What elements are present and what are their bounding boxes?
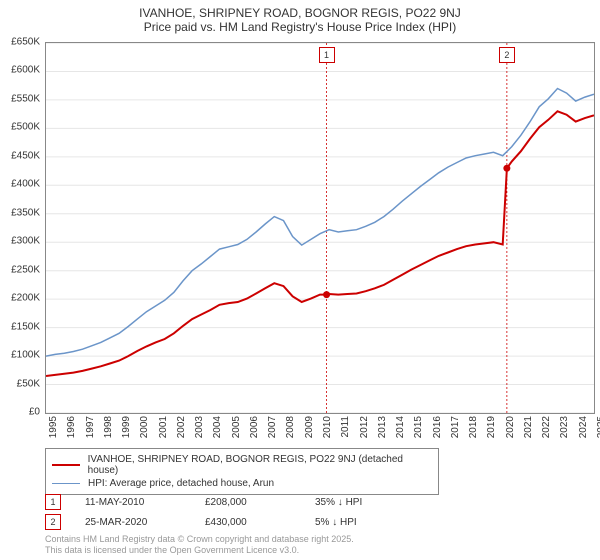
x-tick-label: 2016	[432, 416, 443, 438]
legend-label: IVANHOE, SHRIPNEY ROAD, BOGNOR REGIS, PO…	[88, 454, 432, 476]
x-tick-label: 2020	[505, 416, 516, 438]
y-tick-label: £100K	[11, 350, 40, 361]
x-tick-label: 2017	[450, 416, 461, 438]
marker-flag-2: 2	[499, 47, 515, 63]
footer-line-2: This data is licensed under the Open Gov…	[45, 545, 354, 556]
marker-table-row: 2 25-MAR-2020£430,0005% ↓ HPI	[45, 512, 415, 532]
marker-table-row: 1 11-MAY-2010£208,00035% ↓ HPI	[45, 492, 415, 512]
footer-text: Contains HM Land Registry data © Crown c…	[45, 534, 354, 556]
x-tick-label: 1998	[103, 416, 114, 438]
title-block: IVANHOE, SHRIPNEY ROAD, BOGNOR REGIS, PO…	[0, 0, 600, 34]
chart-title: IVANHOE, SHRIPNEY ROAD, BOGNOR REGIS, PO…	[0, 6, 600, 20]
marker-flag-1: 1	[319, 47, 335, 63]
x-tick-label: 2013	[377, 416, 388, 438]
x-tick-label: 2011	[340, 416, 351, 438]
marker-date: 25-MAR-2020	[85, 517, 205, 528]
y-tick-label: £200K	[11, 293, 40, 304]
legend-item: IVANHOE, SHRIPNEY ROAD, BOGNOR REGIS, PO…	[52, 453, 432, 477]
y-tick-label: £650K	[11, 37, 40, 48]
x-tick-label: 1997	[85, 416, 96, 438]
x-tick-label: 2015	[413, 416, 424, 438]
chart-subtitle: Price paid vs. HM Land Registry's House …	[0, 20, 600, 34]
x-tick-label: 2000	[139, 416, 150, 438]
x-tick-label: 2002	[176, 416, 187, 438]
legend: IVANHOE, SHRIPNEY ROAD, BOGNOR REGIS, PO…	[45, 448, 439, 495]
x-tick-label: 2019	[486, 416, 497, 438]
x-tick-label: 2023	[559, 416, 570, 438]
x-tick-label: 2008	[285, 416, 296, 438]
plot-area: 12	[45, 42, 595, 414]
x-tick-label: 2022	[541, 416, 552, 438]
x-tick-label: 2006	[249, 416, 260, 438]
footer-line-1: Contains HM Land Registry data © Crown c…	[45, 534, 354, 545]
x-tick-label: 2012	[359, 416, 370, 438]
x-tick-label: 2018	[468, 416, 479, 438]
legend-swatch	[52, 483, 80, 485]
x-tick-label: 1995	[48, 416, 59, 438]
y-tick-label: £250K	[11, 264, 40, 275]
x-tick-label: 2001	[158, 416, 169, 438]
x-tick-label: 2010	[322, 416, 333, 438]
marker-delta: 35% ↓ HPI	[315, 497, 415, 508]
x-tick-label: 2009	[304, 416, 315, 438]
marker-badge: 2	[45, 514, 61, 530]
chart-container: IVANHOE, SHRIPNEY ROAD, BOGNOR REGIS, PO…	[0, 0, 600, 560]
marker-price: £430,000	[205, 517, 315, 528]
x-tick-label: 2004	[212, 416, 223, 438]
y-tick-label: £500K	[11, 122, 40, 133]
x-tick-label: 1999	[121, 416, 132, 438]
x-tick-label: 2025	[596, 416, 600, 438]
legend-label: HPI: Average price, detached house, Arun	[88, 478, 274, 489]
y-tick-label: £450K	[11, 150, 40, 161]
marker-table: 1 11-MAY-2010£208,00035% ↓ HPI 2 25-MAR-202…	[45, 492, 415, 532]
x-tick-label: 2003	[194, 416, 205, 438]
x-tick-label: 2021	[523, 416, 534, 438]
legend-item: HPI: Average price, detached house, Arun	[52, 477, 432, 490]
x-tick-label: 2014	[395, 416, 406, 438]
plot-svg	[46, 43, 594, 413]
y-tick-label: £150K	[11, 321, 40, 332]
marker-price: £208,000	[205, 497, 315, 508]
marker-delta: 5% ↓ HPI	[315, 517, 415, 528]
x-tick-label: 2005	[231, 416, 242, 438]
legend-swatch	[52, 464, 80, 466]
y-tick-label: £550K	[11, 93, 40, 104]
marker-date: 11-MAY-2010	[85, 497, 205, 508]
y-tick-label: £350K	[11, 207, 40, 218]
y-axis-labels: £0£50K£100K£150K£200K£250K£300K£350K£400…	[0, 42, 42, 412]
x-tick-label: 1996	[66, 416, 77, 438]
y-tick-label: £600K	[11, 65, 40, 76]
y-tick-label: £300K	[11, 236, 40, 247]
marker-badge: 1	[45, 494, 61, 510]
x-tick-label: 2024	[578, 416, 589, 438]
x-tick-label: 2007	[267, 416, 278, 438]
y-tick-label: £50K	[17, 378, 40, 389]
x-axis-labels: 1995 1996 1997 1998 1999 2000 2001 2002 2003 2004…	[45, 414, 593, 442]
y-tick-label: £0	[29, 407, 40, 418]
y-tick-label: £400K	[11, 179, 40, 190]
